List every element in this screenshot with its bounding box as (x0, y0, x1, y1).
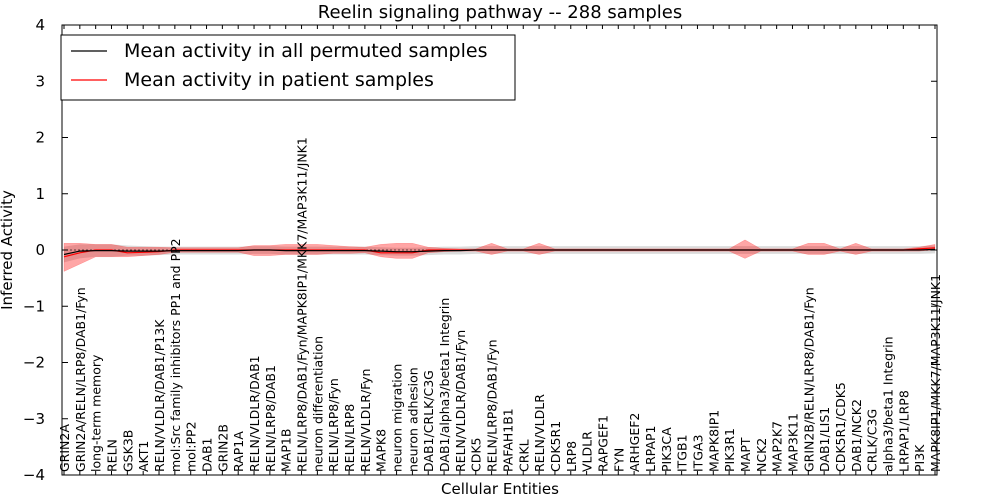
band-permuted (64, 244, 935, 263)
x-tick-label: neuron migration (390, 364, 405, 472)
y-axis-label: Inferred Activity (0, 190, 16, 310)
x-tick-label: RELN (105, 439, 120, 472)
x-tick-label: RELN/VLDLR/DAB1/Fyn (453, 330, 468, 472)
x-tick-label: FYN (611, 448, 626, 472)
band-patient (63, 239, 936, 272)
x-tick-labels: GRIN2A GRIN2A/RELN/LRP8/DAB1/Fyn long-term… (57, 137, 943, 472)
x-tick-label: LRPAP1/LRP8 (896, 390, 911, 472)
y-tick-label: −1 (23, 297, 45, 315)
legend-entry-patient: Mean activity in patient samples (124, 69, 434, 91)
legend: Mean activity in all permuted samples Me… (60, 34, 516, 101)
y-tick-label: 1 (35, 185, 45, 203)
x-tick-label: GRIN2B/RELN/LRP8/DAB1/Fyn (801, 287, 816, 472)
x-tick-label: PI3K (912, 444, 927, 472)
x-tick-label: RAP1A (231, 431, 246, 472)
y-tick-label: −2 (23, 354, 45, 372)
x-tick-label: MAP2K7 (770, 421, 785, 472)
x-tick-label: RELN/VLDLR/DAB1 (247, 355, 262, 472)
x-tick-label: MAP3K11 (786, 413, 801, 472)
x-tick-label: ARHGEF2 (627, 413, 642, 472)
x-tick-label: DAB1 (200, 438, 215, 473)
x-tick-label: GRIN2B (215, 424, 230, 472)
x-tick-label: RELN/VLDLR/Fyn (358, 369, 373, 472)
y-tick-label: −3 (23, 410, 45, 428)
chart-title: Reelin signaling pathway -- 288 samples (318, 2, 682, 23)
x-tick-label: MAPT (738, 437, 753, 472)
axes: −4 −3 −2 −1 0 1 2 3 4 (23, 16, 938, 484)
x-tick-label: RELN/LRP8/DAB1/Fyn/MAPK8IP1/MKK7/MAP3K11… (295, 137, 310, 472)
x-tick-label: neuron adhesion (405, 367, 420, 472)
x-tick-label: LRPAP1 (643, 426, 658, 472)
x-tick-label: RELN/LRP8/DAB1/Fyn (485, 339, 500, 472)
x-tick-label: CDK5 (469, 437, 484, 472)
x-tick-label: CRKL (516, 439, 531, 472)
y-tick-label: 3 (35, 72, 45, 90)
x-axis-label: Cellular Entities (441, 480, 559, 498)
x-tick-label: PIK3R1 (722, 428, 737, 472)
x-tick-label: mol:Src family inhibitors PP1 and PP2 (168, 238, 183, 472)
confidence-bands (63, 239, 936, 272)
x-tick-label: RAPGEF1 (595, 415, 610, 472)
x-tick-label: GSK3B (120, 430, 135, 472)
x-tick-label: alpha3/beta1 Integrin (881, 336, 896, 472)
x-tick-label: ITGB1 (675, 434, 690, 472)
x-tick-label: RELN/LRP8/DAB1 (263, 365, 278, 472)
x-tick-label: PAFAH1B1 (500, 408, 515, 472)
x-tick-label: MAPK8 (374, 429, 389, 472)
x-tick-label: RELN/LRP8 (342, 404, 357, 472)
x-tick-label: RELN/LRP8/Fyn (326, 378, 341, 472)
x-tick-label: GRIN2A/RELN/LRP8/DAB1/Fyn (73, 287, 88, 472)
x-tick-label: MAPK8IP1 (706, 410, 721, 472)
x-tick-label: MAPK8IP1/MKK7/MAP3K11/JNK1 (928, 274, 943, 472)
x-tick-label: DAB1/alpha3/beta1 Integrin (437, 298, 452, 472)
x-tick-label: DAB1/NCK2 (849, 399, 864, 472)
x-tick-label: LRP8 (564, 441, 579, 472)
x-tick-label: AKT1 (136, 441, 151, 472)
x-tick-label: MAP1B (279, 429, 294, 472)
legend-entry-permuted: Mean activity in all permuted samples (124, 40, 487, 62)
x-tick-label: RELN/VLDLR/DAB1/P13K (152, 319, 167, 472)
x-tick-label: mol:PP2 (184, 421, 199, 472)
x-tick-label: neuron differentiation (310, 336, 325, 472)
x-tick-label: CDK5R1 (548, 421, 563, 472)
x-tick-label: DAB1/CRLK/C3G (421, 370, 436, 472)
x-tick-label: DAB1/LIS1 (817, 407, 832, 472)
x-tick-label: PIK3CA (659, 427, 674, 472)
series-lines (63, 247, 936, 258)
x-tick-label: RELN/VLDLR (532, 394, 547, 472)
x-tick-label: NCK2 (754, 438, 769, 472)
x-tick-label: long-term memory (89, 354, 104, 472)
series-line-permuted (63, 248, 936, 256)
x-tick-label: GRIN2A (57, 424, 72, 472)
legend-frame (60, 34, 516, 101)
x-tick-label: CRLK/C3G (865, 409, 880, 472)
y-tick-label: 0 (35, 241, 45, 259)
y-tick-label: 2 (35, 129, 45, 147)
x-tick-label: VLDLR (580, 431, 595, 472)
x-tick-label: CDK5R1/CDK5 (833, 382, 848, 472)
y-tick-label: −4 (23, 466, 45, 484)
y-tick-label: 4 (35, 16, 45, 34)
x-tick-label: ITGA3 (691, 434, 706, 472)
